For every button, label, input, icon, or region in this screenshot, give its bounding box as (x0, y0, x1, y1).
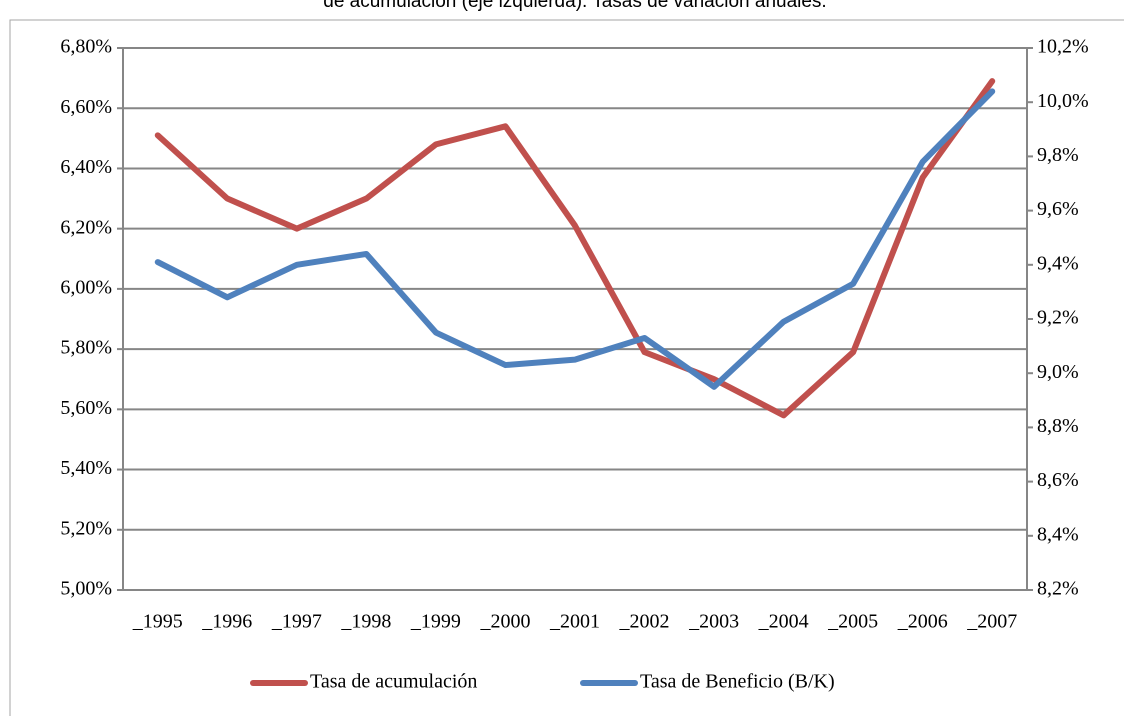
y-tick-label: 6,20% (60, 216, 112, 238)
y-tick-label: 6,60% (60, 96, 112, 118)
x-tick-label: _1996 (201, 611, 252, 633)
legend-label: Tasa de acumulación (310, 671, 477, 693)
y2-tick-label: 9,8% (1037, 144, 1079, 166)
y2-tick-label: 9,4% (1037, 252, 1079, 274)
y-tick-label: 5,60% (60, 397, 112, 419)
y2-tick-label: 8,2% (1037, 578, 1079, 600)
series-line (154, 78, 996, 419)
y-tick-label: 5,40% (60, 457, 112, 479)
y-tick-label: 6,40% (60, 156, 112, 178)
x-tick-label: _2006 (897, 611, 948, 633)
chart-border (9, 19, 1124, 716)
x-tick-label: _1997 (271, 611, 322, 633)
y-tick-label: 6,80% (60, 36, 112, 58)
y2-tick-label: 9,6% (1037, 198, 1079, 220)
legend-label: Tasa de Beneficio (B/K) (640, 671, 835, 693)
x-tick-label: _2007 (966, 611, 1017, 633)
x-tick-label: _2003 (688, 611, 739, 633)
x-tick-label: _2002 (619, 611, 670, 633)
y2-tick-label: 8,4% (1037, 523, 1079, 545)
x-tick-label: _2001 (549, 611, 600, 633)
y-tick-label: 5,80% (60, 337, 112, 359)
y-tick-label: 5,00% (60, 578, 112, 600)
y2-tick-label: 10,2% (1037, 36, 1089, 58)
y2-tick-label: 8,6% (1037, 469, 1079, 491)
y2-tick-label: 9,0% (1037, 361, 1079, 383)
chart-title: de acumulación (eje izquierda). Tasas de… (323, 0, 826, 12)
x-tick-label: _1999 (410, 611, 461, 633)
x-tick-label: _1998 (340, 611, 391, 633)
x-tick-label: _1995 (132, 611, 183, 633)
x-tick-label: _2000 (479, 611, 530, 633)
y-tick-label: 6,00% (60, 276, 112, 298)
y2-tick-label: 9,2% (1037, 307, 1079, 329)
y2-tick-label: 10,0% (1037, 90, 1089, 112)
y2-tick-label: 8,8% (1037, 415, 1079, 437)
x-tick-label: _2004 (758, 611, 809, 633)
series-line (154, 88, 996, 390)
x-tick-label: _2005 (827, 611, 878, 633)
y-tick-label: 5,20% (60, 517, 112, 539)
